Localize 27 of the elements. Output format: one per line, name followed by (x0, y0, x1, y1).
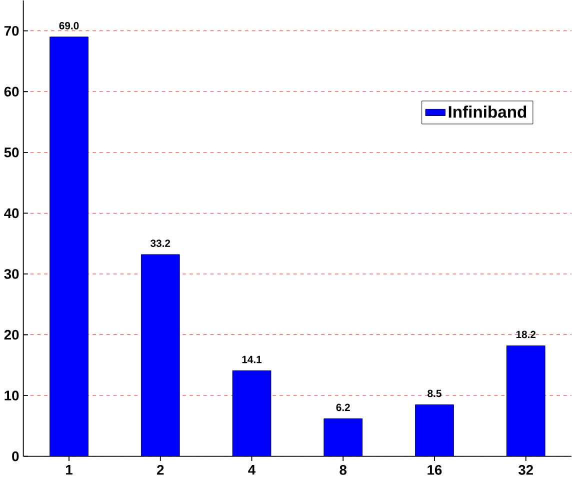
y-tick-label: 30 (4, 269, 19, 280)
y-tick-label: 10 (4, 390, 19, 401)
y-tick-label: 70 (4, 26, 19, 36)
bar (324, 418, 363, 456)
y-tick-label: 60 (4, 86, 19, 97)
x-tick-label: 2 (157, 465, 164, 475)
y-tick-label: 50 (4, 148, 19, 158)
x-tick-label: 8 (340, 465, 347, 475)
data-label: 6.2 (336, 404, 350, 412)
x-tick-label: 1 (66, 465, 72, 475)
x-tick-label: 32 (518, 465, 533, 476)
data-label: 14.1 (242, 356, 262, 364)
bar (415, 404, 454, 456)
data-label: 33.2 (150, 240, 170, 248)
x-tick-label: 4 (248, 465, 256, 475)
data-label: 18.2 (516, 330, 536, 338)
y-tick-label: 20 (4, 330, 19, 340)
bar (50, 36, 88, 456)
x-tick-label: 16 (428, 465, 442, 475)
bar (506, 346, 546, 456)
bar (140, 254, 180, 456)
legend-label: Infiniband (448, 106, 526, 118)
data-label: 69.0 (59, 22, 79, 30)
bar (232, 370, 272, 456)
y-tick-label: 0 (12, 452, 19, 462)
y-tick-label: 40 (4, 208, 19, 218)
data-label: 8.5 (428, 390, 442, 398)
